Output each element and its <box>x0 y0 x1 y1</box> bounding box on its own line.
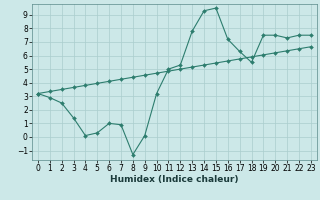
X-axis label: Humidex (Indice chaleur): Humidex (Indice chaleur) <box>110 175 239 184</box>
